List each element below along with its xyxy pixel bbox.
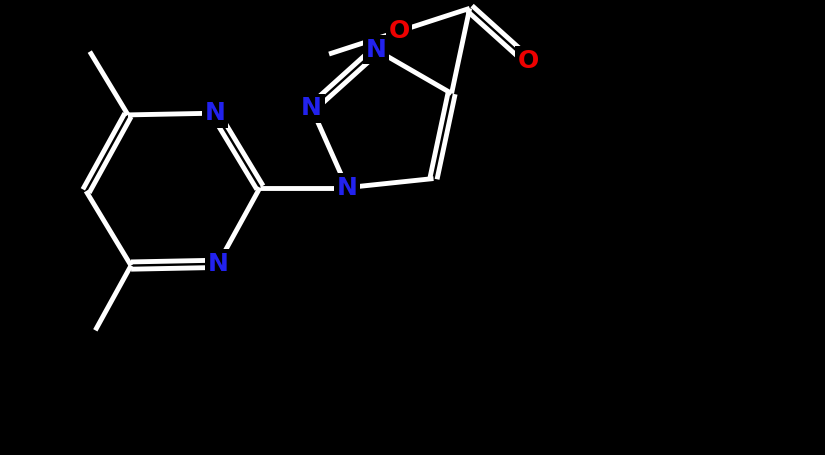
Text: N: N bbox=[301, 96, 322, 120]
Text: N: N bbox=[208, 252, 229, 276]
Text: N: N bbox=[337, 176, 357, 200]
Text: O: O bbox=[389, 19, 410, 43]
Text: N: N bbox=[205, 101, 225, 125]
Text: N: N bbox=[365, 38, 387, 62]
Text: O: O bbox=[517, 49, 539, 73]
